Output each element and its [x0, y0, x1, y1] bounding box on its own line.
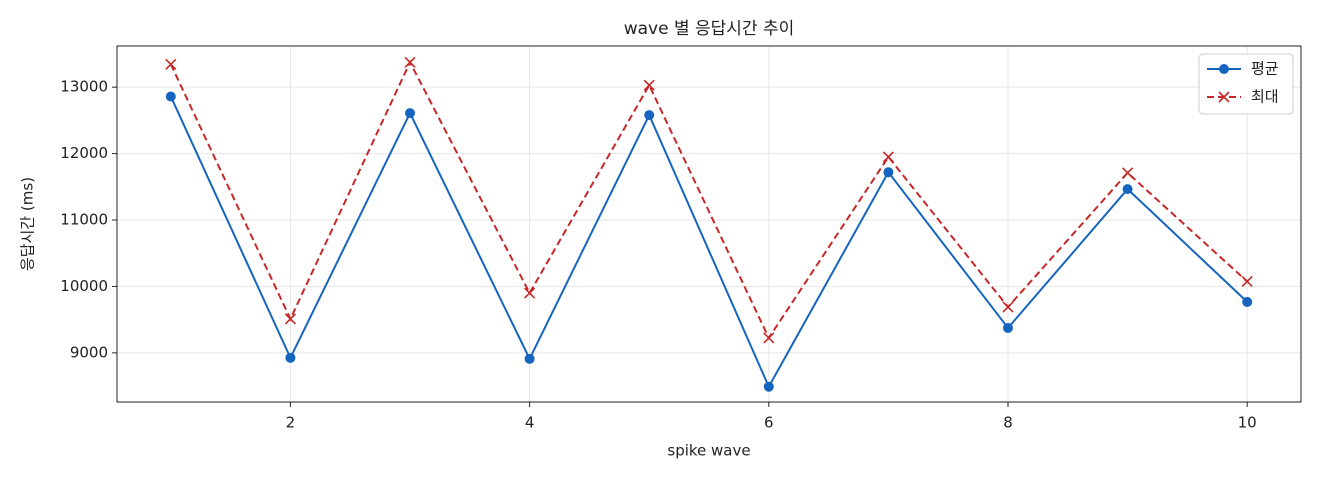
point [883, 167, 894, 178]
point [1122, 167, 1134, 179]
x-tick-label: 10 [1238, 414, 1257, 432]
legend-marker [1219, 64, 1229, 74]
point [1122, 184, 1133, 195]
legend-box [1198, 53, 1294, 115]
y-axis-label: 응답시간 (ms) [19, 177, 37, 271]
x-tick-label: 2 [286, 414, 296, 432]
point [1002, 301, 1014, 313]
y-tick-label: 13000 [60, 78, 108, 96]
point [1002, 322, 1013, 333]
x-tick-label: 8 [1003, 414, 1013, 432]
y-tick-label: 12000 [60, 144, 108, 162]
legend-label: 최대 [1251, 88, 1279, 106]
plot-frame [116, 45, 1302, 403]
chart-title: wave 별 응답시간 추이 [624, 19, 795, 39]
point [882, 151, 894, 163]
point [763, 332, 775, 344]
point [524, 287, 536, 299]
y-tick-label: 9000 [70, 343, 108, 361]
point [644, 110, 655, 121]
y-tick-label: 11000 [60, 211, 108, 229]
point [285, 352, 296, 363]
point [1241, 275, 1253, 288]
legend-label: 평균 [1251, 60, 1279, 78]
x-tick-label: 4 [525, 414, 535, 432]
x-axis-label: spike wave [667, 442, 750, 460]
series-line [169, 60, 1248, 340]
point [643, 79, 655, 91]
point [524, 353, 535, 364]
point [284, 313, 296, 325]
point [1242, 296, 1253, 307]
point [165, 91, 176, 102]
x-tick-label: 6 [764, 414, 774, 432]
point [404, 56, 416, 68]
legend-marker [1218, 91, 1230, 103]
y-tick-label: 10000 [60, 277, 108, 295]
point [165, 58, 177, 70]
series-line [169, 96, 1248, 389]
point [763, 381, 774, 392]
point [405, 108, 416, 119]
